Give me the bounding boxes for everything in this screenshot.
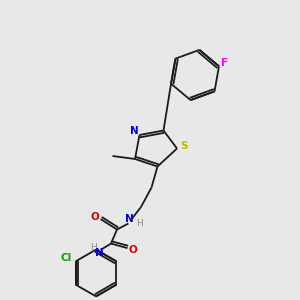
Text: O: O — [128, 244, 137, 255]
Text: O: O — [91, 212, 100, 222]
Text: H: H — [91, 243, 97, 252]
Text: N: N — [124, 214, 134, 224]
Text: H: H — [136, 219, 143, 228]
Text: S: S — [180, 141, 187, 151]
Text: F: F — [221, 58, 229, 68]
Text: N: N — [130, 126, 139, 136]
Text: Cl: Cl — [61, 253, 72, 263]
Text: N: N — [94, 248, 103, 258]
